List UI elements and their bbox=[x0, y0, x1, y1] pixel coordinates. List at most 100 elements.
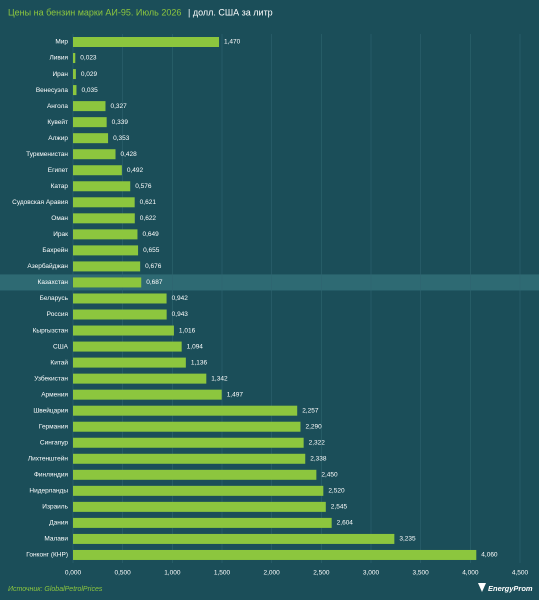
bar bbox=[73, 69, 76, 80]
x-tick-label: 0,000 bbox=[65, 570, 82, 577]
bar bbox=[73, 117, 107, 128]
x-tick-label: 3,000 bbox=[363, 570, 380, 577]
x-tick-label: 2,500 bbox=[313, 570, 330, 577]
y-tick-label: Ливия bbox=[49, 55, 68, 62]
bar bbox=[73, 53, 76, 64]
value-label: 2,257 bbox=[302, 407, 319, 414]
bar bbox=[73, 421, 301, 432]
y-tick-label: Сингапур bbox=[40, 439, 68, 446]
bar bbox=[73, 389, 222, 400]
y-tick-label: Азербайджан bbox=[27, 262, 68, 270]
logo-icon bbox=[478, 583, 486, 592]
bar bbox=[73, 341, 182, 352]
y-tick-label: Бахрейн bbox=[42, 246, 68, 254]
y-tick-label: Египет bbox=[48, 167, 68, 174]
value-label: 1,136 bbox=[191, 359, 208, 366]
x-tick-label: 0,500 bbox=[115, 570, 132, 577]
y-tick-label: Германия bbox=[39, 423, 69, 430]
y-tick-label: Дания bbox=[49, 520, 68, 527]
bar bbox=[73, 85, 77, 96]
value-label: 1,016 bbox=[179, 327, 196, 334]
value-label: 2,290 bbox=[305, 423, 322, 430]
value-label: 1,497 bbox=[227, 391, 244, 398]
value-label: 0,576 bbox=[135, 183, 152, 190]
value-label: 3,235 bbox=[399, 536, 416, 543]
bar bbox=[73, 101, 106, 112]
value-label: 1,342 bbox=[211, 375, 228, 382]
chart-title: Цены на бензин марки АИ-95. Июль 2026 bbox=[8, 7, 181, 17]
y-tick-label: Мир bbox=[55, 39, 68, 46]
bar bbox=[73, 181, 131, 192]
y-tick-label: Венесуэла bbox=[36, 87, 69, 94]
bar bbox=[73, 357, 186, 368]
value-label: 0,943 bbox=[172, 311, 189, 318]
value-label: 2,520 bbox=[328, 488, 345, 495]
bar bbox=[73, 261, 141, 272]
y-tick-label: Финляндия bbox=[34, 472, 68, 479]
value-label: 1,470 bbox=[224, 39, 241, 46]
bar bbox=[73, 309, 167, 320]
bar bbox=[73, 373, 207, 384]
value-label: 0,339 bbox=[112, 119, 129, 126]
y-tick-label: Армения bbox=[41, 391, 68, 398]
bar bbox=[73, 213, 135, 224]
bar bbox=[73, 229, 138, 240]
bar bbox=[73, 517, 332, 528]
y-tick-label: Туркменистан bbox=[26, 151, 68, 158]
bar bbox=[73, 325, 174, 336]
y-tick-label: Израиль bbox=[42, 504, 68, 511]
bar bbox=[73, 277, 142, 288]
value-label: 2,338 bbox=[310, 455, 327, 462]
y-tick-label: Китай bbox=[50, 358, 68, 366]
y-tick-label: Лихтенштейн bbox=[28, 454, 69, 462]
value-label: 2,322 bbox=[309, 439, 326, 446]
y-tick-label: Узбекистан bbox=[34, 374, 68, 382]
value-label: 0,687 bbox=[146, 279, 163, 286]
x-tick-label: 2,000 bbox=[264, 570, 281, 577]
x-tick-label: 3,500 bbox=[413, 570, 430, 577]
bar bbox=[73, 197, 135, 208]
value-label: 0,942 bbox=[172, 295, 189, 302]
value-label: 2,450 bbox=[321, 472, 338, 479]
y-tick-label: Ирак bbox=[53, 231, 68, 238]
y-tick-label: Швейцария bbox=[33, 406, 68, 414]
y-tick-label: Оман bbox=[51, 215, 68, 222]
bar bbox=[73, 133, 109, 144]
value-label: 0,621 bbox=[140, 199, 157, 206]
value-label: 0,649 bbox=[142, 231, 159, 238]
value-label: 0,353 bbox=[113, 135, 130, 142]
x-tick-label: 4,500 bbox=[512, 570, 529, 577]
value-label: 0,029 bbox=[81, 71, 98, 78]
bar bbox=[73, 453, 306, 464]
y-tick-label: Кувейт bbox=[47, 118, 68, 126]
y-tick-label: Малави bbox=[44, 536, 68, 543]
x-tick-label: 1,000 bbox=[164, 570, 181, 577]
value-label: 4,060 bbox=[481, 552, 498, 559]
bar bbox=[73, 37, 220, 47]
bar bbox=[73, 405, 298, 416]
y-tick-label: Алжир bbox=[48, 135, 68, 142]
value-label: 2,545 bbox=[331, 504, 348, 511]
x-tick-label: 1,500 bbox=[214, 570, 231, 577]
value-label: 0,492 bbox=[127, 167, 144, 174]
bar bbox=[73, 149, 116, 160]
y-tick-label: Кыргызстан bbox=[33, 327, 69, 334]
bar bbox=[73, 533, 395, 544]
bar bbox=[73, 245, 139, 256]
value-label: 0,622 bbox=[140, 215, 157, 222]
y-tick-label: Нидерланды bbox=[29, 488, 68, 495]
value-label: 1,094 bbox=[187, 343, 204, 350]
value-label: 0,023 bbox=[80, 55, 97, 62]
plot: 0,000 0,500 1,000 1,500 2,000 2,500 3,000 3,500… bbox=[0, 34, 539, 577]
value-label: 0,676 bbox=[145, 263, 162, 270]
x-tick-label: 4,000 bbox=[462, 570, 479, 577]
y-tick-label: Беларусь bbox=[40, 295, 69, 302]
y-tick-label: Судовская Аравия bbox=[12, 199, 68, 206]
y-tick-label: Россия bbox=[47, 311, 69, 318]
bar bbox=[73, 437, 304, 448]
bar bbox=[73, 485, 324, 496]
y-tick-label: Казахстан bbox=[38, 279, 69, 286]
value-label: 0,035 bbox=[81, 87, 98, 94]
bar bbox=[73, 501, 326, 512]
